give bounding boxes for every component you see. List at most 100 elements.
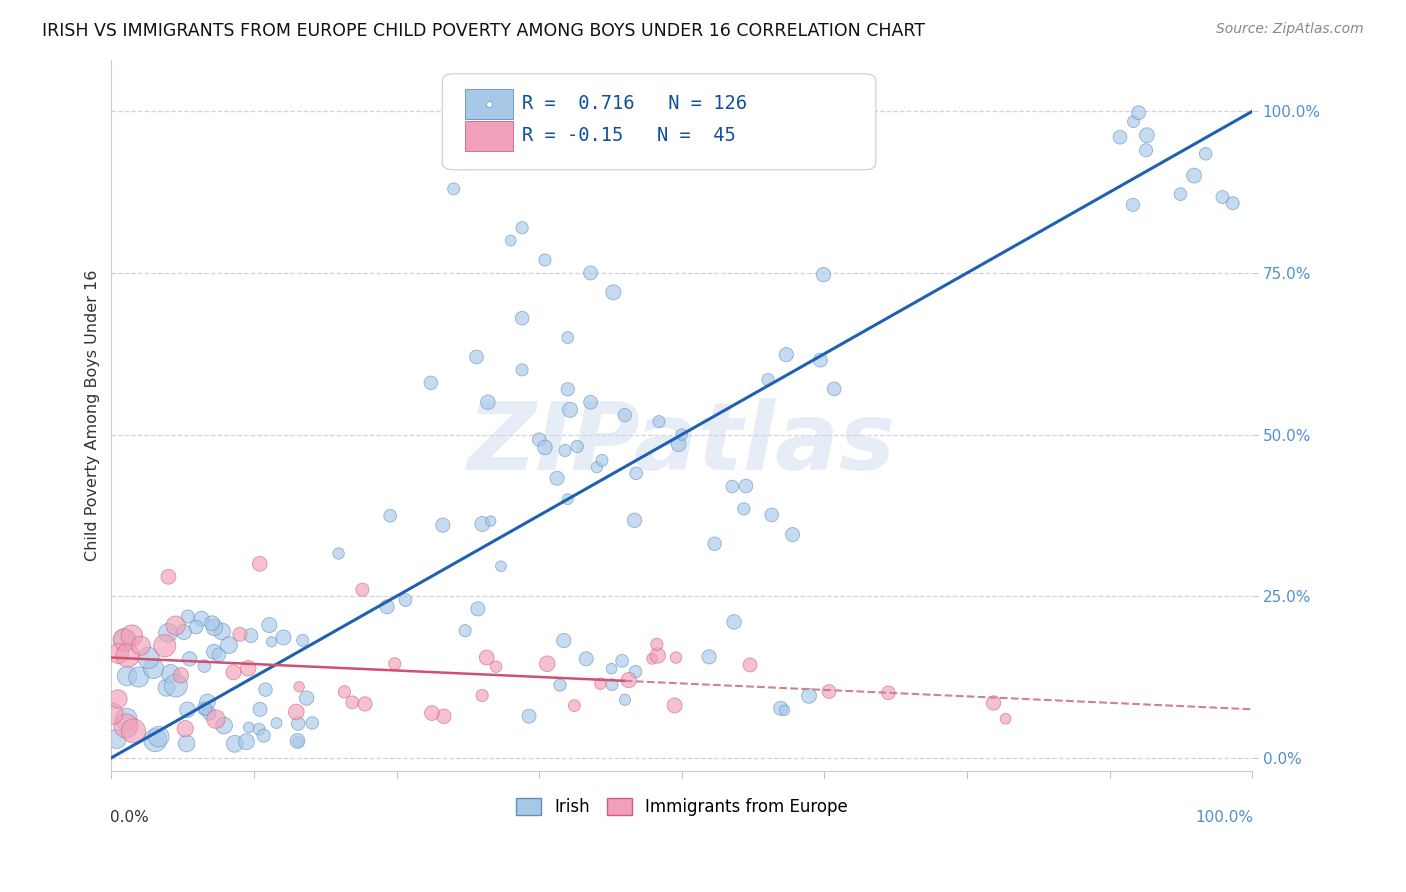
Point <box>818 684 841 698</box>
Point <box>823 382 845 396</box>
Point <box>1170 187 1192 202</box>
Point <box>623 513 645 527</box>
Text: 0.0%: 0.0% <box>110 810 149 825</box>
Point <box>454 156 477 170</box>
Point <box>624 665 647 679</box>
Point <box>558 402 581 417</box>
Point <box>394 593 416 607</box>
Point <box>229 627 252 641</box>
Point <box>586 460 609 475</box>
Text: R = -0.15   N =  45: R = -0.15 N = 45 <box>522 126 735 145</box>
Point <box>567 440 589 454</box>
Point <box>529 433 551 447</box>
Point <box>235 735 257 749</box>
Point <box>177 609 200 624</box>
Point <box>157 625 180 640</box>
Point <box>148 730 170 744</box>
Point <box>115 712 138 726</box>
Point <box>143 733 166 747</box>
Point <box>266 716 288 731</box>
Point <box>641 652 664 666</box>
Point <box>557 330 579 344</box>
Point <box>128 670 150 684</box>
Point <box>557 382 579 396</box>
FancyBboxPatch shape <box>465 89 513 120</box>
Point <box>510 220 533 235</box>
Point <box>238 661 260 675</box>
Point <box>129 639 152 653</box>
Legend: Irish, Immigrants from Europe: Irish, Immigrants from Europe <box>509 791 855 822</box>
Point <box>352 582 374 597</box>
Point <box>115 719 138 733</box>
Text: ZIPatlas: ZIPatlas <box>468 398 896 490</box>
Point <box>301 716 323 731</box>
Point <box>238 721 260 735</box>
Point <box>769 701 792 715</box>
Point <box>756 373 779 387</box>
Text: R =  0.716   N = 126: R = 0.716 N = 126 <box>522 95 747 113</box>
Point <box>212 718 235 732</box>
Point <box>159 666 181 681</box>
Point <box>273 631 295 645</box>
Point <box>249 557 271 571</box>
Point <box>222 665 245 680</box>
Point <box>157 570 180 584</box>
Point <box>112 632 135 647</box>
Point <box>738 657 761 672</box>
Point <box>193 659 215 673</box>
Point <box>499 234 522 248</box>
Point <box>648 415 671 429</box>
Point <box>624 467 647 481</box>
Point <box>295 691 318 706</box>
Point <box>1135 143 1157 157</box>
Point <box>201 616 224 631</box>
Point <box>211 624 233 639</box>
FancyBboxPatch shape <box>465 121 513 152</box>
Text: 100.0%: 100.0% <box>1195 810 1253 825</box>
Point <box>239 628 262 642</box>
Point <box>260 635 283 649</box>
Point <box>384 657 406 671</box>
Point <box>1182 169 1205 183</box>
Text: IRISH VS IMMIGRANTS FROM EUROPE CHILD POVERTY AMONG BOYS UNDER 16 CORRELATION CH: IRISH VS IMMIGRANTS FROM EUROPE CHILD PO… <box>42 22 925 40</box>
Point <box>254 682 277 697</box>
Point <box>328 547 350 561</box>
Text: Source: ZipAtlas.com: Source: ZipAtlas.com <box>1216 22 1364 37</box>
Point <box>186 620 208 634</box>
Point <box>557 492 579 507</box>
Point <box>333 685 356 699</box>
Point <box>173 625 195 640</box>
Point <box>994 712 1017 726</box>
Point <box>671 427 693 442</box>
Point <box>202 620 225 634</box>
Point <box>602 285 624 300</box>
Point <box>589 676 612 690</box>
Point <box>664 698 686 713</box>
Point <box>153 639 176 653</box>
Point <box>288 680 311 694</box>
Point <box>174 722 197 736</box>
Point <box>534 441 557 455</box>
Point <box>198 706 221 721</box>
Point <box>471 689 494 703</box>
Point <box>579 395 602 409</box>
Point <box>591 453 613 467</box>
Point <box>170 668 193 682</box>
Point <box>613 408 636 422</box>
Point <box>877 686 900 700</box>
Point <box>1122 198 1144 212</box>
Point <box>1194 146 1216 161</box>
Point <box>121 629 143 643</box>
Point <box>467 602 489 616</box>
Point <box>517 709 540 723</box>
Point <box>197 695 219 709</box>
Point <box>285 705 308 719</box>
Point <box>115 669 138 683</box>
Point <box>190 612 212 626</box>
Point <box>1136 128 1159 143</box>
Point <box>165 618 187 632</box>
Point <box>485 659 508 673</box>
Point <box>419 376 441 390</box>
Point <box>983 696 1005 710</box>
Point <box>375 599 398 614</box>
